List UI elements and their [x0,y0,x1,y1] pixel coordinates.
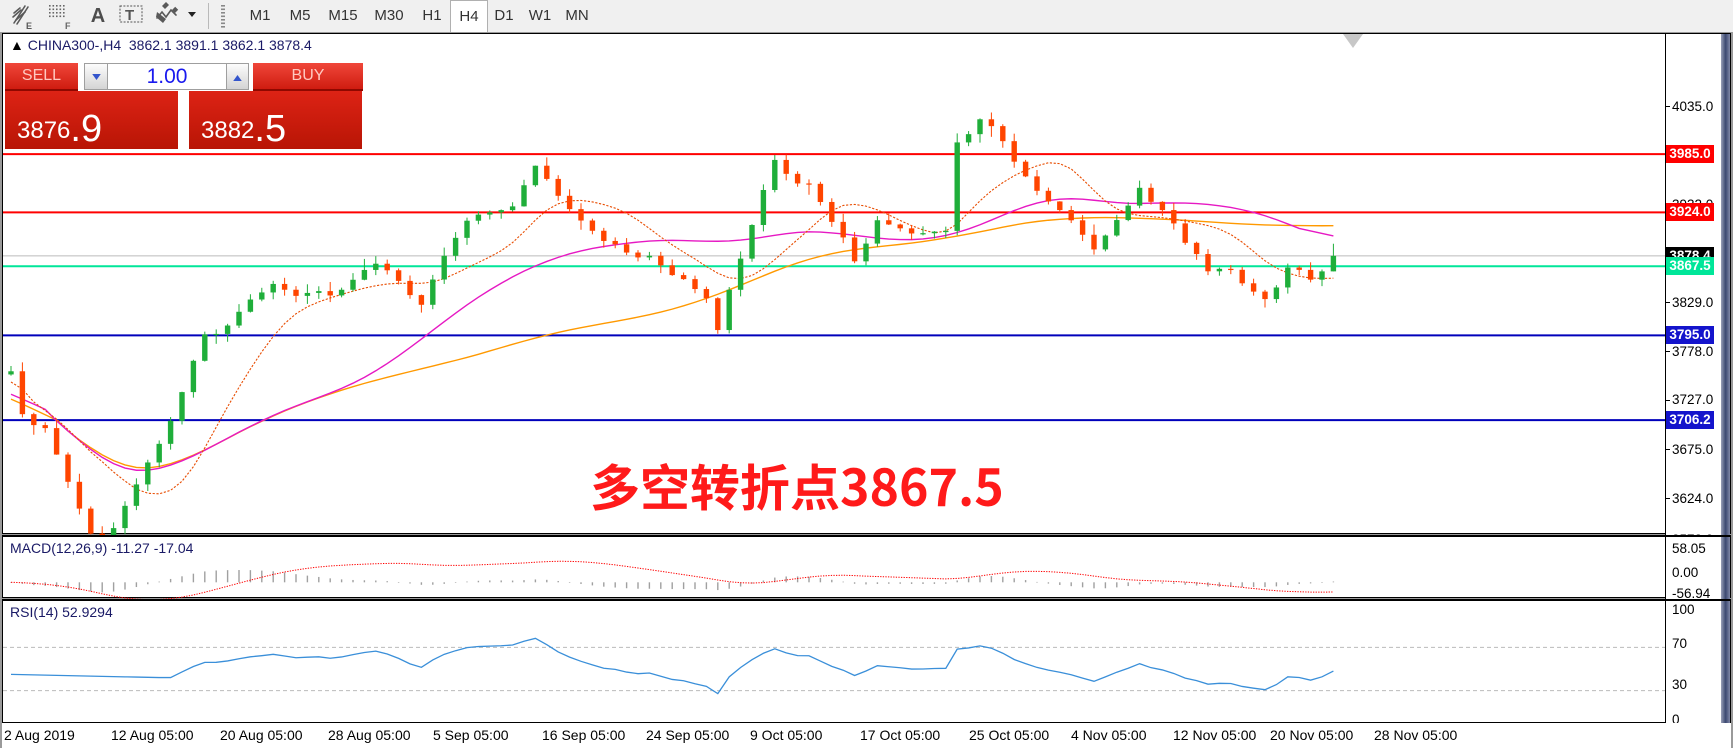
svg-text:F: F [65,21,71,31]
svg-text:T: T [125,7,134,24]
svg-text:E: E [26,21,32,31]
